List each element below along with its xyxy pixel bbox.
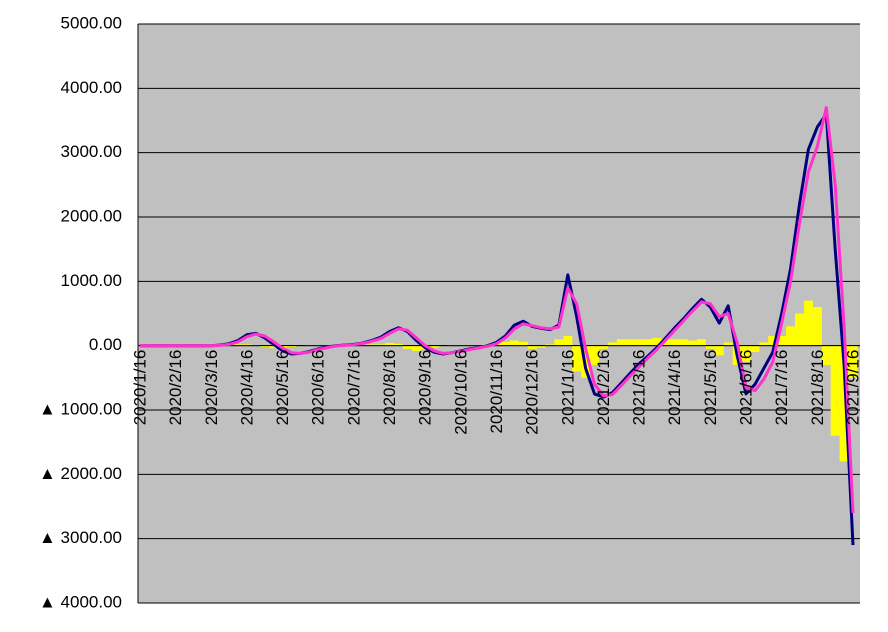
bar	[385, 343, 395, 346]
bar	[696, 339, 706, 346]
bar	[269, 345, 279, 349]
line	[140, 106, 855, 513]
bar	[777, 336, 787, 346]
x-tick-label: 2021/6/16	[737, 350, 756, 426]
bar	[679, 339, 689, 346]
bar	[688, 340, 698, 346]
plot-area	[138, 24, 860, 603]
x-tick-label: 2021/3/16	[630, 350, 649, 426]
bar	[554, 339, 564, 346]
x-tick-label: 2020/1/16	[130, 350, 149, 426]
x-tick-label: 2021/7/16	[772, 350, 791, 426]
bar	[518, 341, 528, 346]
bar	[590, 345, 600, 365]
bar	[634, 339, 644, 346]
bar	[598, 345, 608, 349]
bar	[848, 345, 858, 378]
bar	[705, 345, 715, 349]
bar	[803, 300, 813, 346]
x-tick-label: 2020/5/16	[273, 350, 292, 426]
x-tick-label: 2020/10/16	[451, 350, 470, 435]
bar	[563, 336, 573, 346]
bar	[839, 345, 849, 462]
bar	[509, 340, 519, 346]
bar	[527, 345, 537, 349]
bar	[429, 345, 439, 348]
bar	[625, 339, 635, 346]
x-tick-label: 2021/4/16	[665, 350, 684, 426]
bar	[652, 337, 662, 346]
bar	[661, 339, 671, 346]
x-tick-label: 2020/8/16	[380, 350, 399, 426]
bar	[287, 345, 297, 347]
y-tick-label: ▲ 1000.00	[39, 399, 122, 418]
bar	[260, 345, 270, 347]
bar	[376, 344, 386, 346]
bar	[768, 336, 778, 346]
bar	[786, 326, 796, 346]
bar	[411, 345, 421, 351]
bar	[750, 345, 760, 353]
bar	[233, 344, 243, 346]
bar	[607, 342, 617, 346]
x-tick-label: 2020/11/16	[487, 350, 506, 434]
bar	[572, 345, 582, 372]
x-tick-label: 2020/7/16	[344, 350, 363, 426]
y-tick-label: 1000.00	[61, 271, 122, 290]
x-tick-label: 2020/4/16	[237, 350, 256, 426]
bar	[500, 341, 510, 346]
bar	[795, 313, 805, 346]
y-tick-label: 0.00	[89, 335, 122, 354]
bar	[670, 339, 680, 346]
bar	[545, 344, 555, 346]
x-tick-label: 2021/1/16	[558, 350, 577, 426]
y-tick-label: ▲ 3000.00	[39, 528, 122, 547]
x-tick-label: 2020/3/16	[202, 350, 221, 426]
bar	[536, 345, 546, 348]
x-tick-label: 2020/12/16	[523, 350, 542, 435]
bar	[741, 345, 751, 362]
y-tick-label: ▲ 4000.00	[39, 592, 122, 611]
y-tick-label: 3000.00	[61, 142, 122, 161]
x-tick-label: 2020/2/16	[166, 350, 185, 426]
bar	[643, 339, 653, 346]
bar	[723, 342, 733, 346]
x-tick-label: 2021/8/16	[808, 350, 827, 426]
bar	[830, 345, 840, 436]
bar	[714, 345, 724, 356]
x-tick-label: 2020/6/16	[309, 350, 328, 426]
y-tick-label: 4000.00	[61, 78, 122, 97]
x-tick-label: 2020/9/16	[416, 350, 435, 426]
bar	[812, 307, 822, 346]
x-tick-label: 2021/2/16	[594, 350, 613, 426]
bar	[616, 339, 626, 346]
bar	[402, 345, 412, 349]
x-tick-label: 2021/5/16	[701, 350, 720, 426]
bar	[367, 344, 377, 346]
y-tick-label: ▲ 2000.00	[39, 464, 122, 483]
x-tick-label: 2021/9/16	[843, 350, 862, 426]
bar	[759, 342, 769, 346]
bar	[242, 344, 252, 346]
bar	[821, 345, 831, 365]
bar	[393, 343, 403, 346]
y-tick-label: 5000.00	[61, 13, 122, 32]
y-tick-label: 2000.00	[61, 206, 122, 225]
